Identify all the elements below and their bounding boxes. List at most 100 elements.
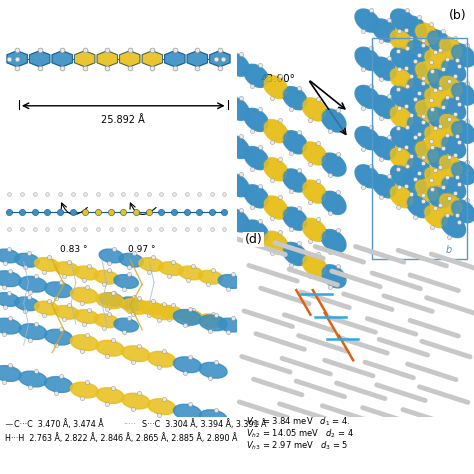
Text: b: b xyxy=(446,245,452,255)
Ellipse shape xyxy=(35,257,59,272)
Ellipse shape xyxy=(356,10,379,31)
Ellipse shape xyxy=(424,204,448,228)
Ellipse shape xyxy=(407,195,431,218)
Ellipse shape xyxy=(402,134,427,156)
Ellipse shape xyxy=(439,37,464,60)
Text: 0.97 °: 0.97 ° xyxy=(128,246,156,254)
Ellipse shape xyxy=(372,57,397,80)
Ellipse shape xyxy=(439,75,464,98)
Ellipse shape xyxy=(356,128,379,148)
Ellipse shape xyxy=(428,31,450,52)
Ellipse shape xyxy=(407,115,431,138)
Ellipse shape xyxy=(408,40,430,61)
Ellipse shape xyxy=(114,274,138,288)
Ellipse shape xyxy=(264,121,287,141)
Ellipse shape xyxy=(225,173,249,197)
Ellipse shape xyxy=(452,83,474,104)
Ellipse shape xyxy=(440,194,462,214)
Ellipse shape xyxy=(302,98,327,121)
Ellipse shape xyxy=(428,187,450,207)
Ellipse shape xyxy=(427,186,451,209)
Ellipse shape xyxy=(226,99,248,119)
Ellipse shape xyxy=(303,143,326,164)
Ellipse shape xyxy=(415,61,439,84)
Ellipse shape xyxy=(442,178,465,198)
Ellipse shape xyxy=(404,173,426,193)
Ellipse shape xyxy=(199,363,227,378)
Ellipse shape xyxy=(264,233,287,253)
Ellipse shape xyxy=(408,117,430,137)
Ellipse shape xyxy=(148,351,175,367)
Ellipse shape xyxy=(94,270,118,284)
Ellipse shape xyxy=(424,49,448,72)
Ellipse shape xyxy=(415,140,439,164)
Ellipse shape xyxy=(424,87,448,110)
Ellipse shape xyxy=(284,170,306,191)
Ellipse shape xyxy=(416,142,438,162)
Ellipse shape xyxy=(416,101,438,121)
Ellipse shape xyxy=(392,87,414,107)
Ellipse shape xyxy=(355,9,380,32)
Ellipse shape xyxy=(374,97,396,117)
Ellipse shape xyxy=(245,186,267,207)
Ellipse shape xyxy=(139,257,163,272)
Polygon shape xyxy=(74,51,95,67)
Ellipse shape xyxy=(391,148,413,168)
Ellipse shape xyxy=(390,29,414,52)
Text: $V_{h3}$ = 2.97 meV   $d_{3}$ = 5: $V_{h3}$ = 2.97 meV $d_{3}$ = 5 xyxy=(246,439,349,452)
Polygon shape xyxy=(142,51,163,67)
Ellipse shape xyxy=(374,20,396,41)
Ellipse shape xyxy=(452,45,474,65)
Ellipse shape xyxy=(122,393,150,409)
Ellipse shape xyxy=(441,214,465,237)
Ellipse shape xyxy=(119,253,144,267)
Ellipse shape xyxy=(355,127,380,150)
Ellipse shape xyxy=(173,310,201,325)
Text: ·····: ····· xyxy=(123,420,137,428)
Ellipse shape xyxy=(0,249,19,263)
Ellipse shape xyxy=(322,231,345,251)
Ellipse shape xyxy=(244,220,269,243)
Ellipse shape xyxy=(427,30,451,53)
Ellipse shape xyxy=(356,166,379,186)
Ellipse shape xyxy=(407,39,431,62)
Ellipse shape xyxy=(264,196,288,219)
Ellipse shape xyxy=(218,274,243,288)
Ellipse shape xyxy=(427,147,451,171)
Ellipse shape xyxy=(122,299,150,314)
Ellipse shape xyxy=(451,200,474,223)
Text: $V_{h2}$ = 14.05 meV   $d_{2}$ = 4: $V_{h2}$ = 14.05 meV $d_{2}$ = 4 xyxy=(246,428,355,440)
Ellipse shape xyxy=(284,88,306,108)
Ellipse shape xyxy=(244,64,269,87)
Ellipse shape xyxy=(303,255,326,275)
Bar xyxy=(372,38,467,259)
Ellipse shape xyxy=(15,253,39,267)
Ellipse shape xyxy=(428,108,450,128)
Ellipse shape xyxy=(442,60,465,81)
Ellipse shape xyxy=(245,221,267,242)
Ellipse shape xyxy=(71,287,98,303)
Polygon shape xyxy=(164,51,185,67)
Ellipse shape xyxy=(356,49,379,69)
Ellipse shape xyxy=(355,165,380,188)
Ellipse shape xyxy=(415,179,439,202)
Ellipse shape xyxy=(425,127,447,147)
Polygon shape xyxy=(187,51,208,67)
Ellipse shape xyxy=(392,49,414,69)
Ellipse shape xyxy=(245,110,267,130)
Ellipse shape xyxy=(302,254,327,277)
Ellipse shape xyxy=(225,136,249,158)
Ellipse shape xyxy=(392,128,414,148)
Ellipse shape xyxy=(283,169,307,192)
Ellipse shape xyxy=(302,180,327,203)
Polygon shape xyxy=(29,51,50,67)
Ellipse shape xyxy=(119,297,144,311)
Ellipse shape xyxy=(425,206,447,226)
Ellipse shape xyxy=(442,137,465,157)
Ellipse shape xyxy=(416,63,438,83)
Ellipse shape xyxy=(425,50,447,71)
Ellipse shape xyxy=(96,340,124,356)
Ellipse shape xyxy=(74,310,99,323)
Ellipse shape xyxy=(356,87,379,107)
Ellipse shape xyxy=(451,44,474,67)
